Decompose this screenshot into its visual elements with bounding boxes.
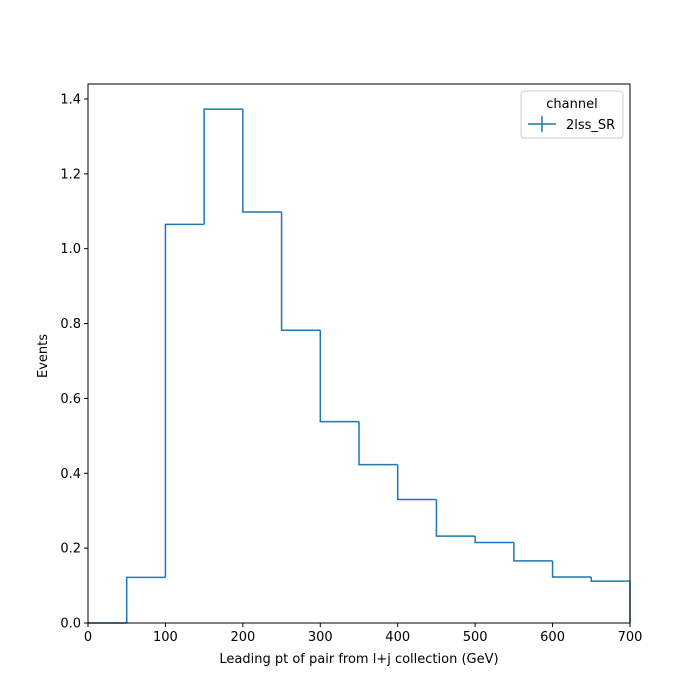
legend-box — [520, 90, 624, 139]
histogram-bin-4 — [242, 109, 282, 213]
x-tick-label: 400 — [385, 630, 410, 645]
histogram-bin-11 — [513, 542, 553, 562]
histogram-bin-2 — [164, 223, 205, 578]
plot-area: 0 100 200 300 400 500 600 700 0.0 0.2 0.4 0.6 0.8 1.0… — [60, 83, 643, 645]
y-tick-label: 0.6 — [60, 392, 81, 407]
y-tick-label: 1.4 — [60, 92, 81, 107]
x-tick-label: 300 — [308, 630, 333, 645]
x-tick-label: 700 — [618, 630, 643, 645]
y-tick-label: 1.2 — [60, 167, 81, 182]
y-axis-label: Events — [36, 334, 51, 378]
histogram-bin-6 — [319, 330, 359, 423]
legend: channel 2lss_SR — [520, 90, 624, 139]
y-tick-label: 0.8 — [60, 317, 81, 332]
histogram-bin-13 — [590, 576, 630, 582]
histogram-bin-12 — [551, 560, 592, 578]
histogram-bin-10 — [474, 536, 514, 544]
histogram-bin-9 — [435, 499, 476, 537]
x-tick-label: 500 — [463, 630, 488, 645]
x-tick-label: 100 — [153, 630, 178, 645]
legend-series-label: 2lss_SR — [566, 118, 615, 133]
histogram-bin-8 — [396, 464, 437, 501]
histogram-bin-5 — [280, 212, 321, 332]
y-tick-label: 0.4 — [60, 467, 81, 482]
legend-title: channel — [546, 97, 597, 112]
histogram-bin-1 — [125, 576, 166, 623]
histogram-bin-7 — [358, 421, 398, 466]
x-tick-label: 0 — [84, 630, 92, 645]
y-tick-label: 0.0 — [60, 617, 81, 632]
y-tick-label: 1.0 — [60, 242, 81, 257]
axes-frame — [87, 83, 631, 624]
x-tick-label: 600 — [540, 630, 565, 645]
x-tick-label: 200 — [230, 630, 255, 645]
y-tick-label: 0.2 — [60, 542, 81, 557]
histogram-bin-3 — [203, 108, 243, 225]
x-axis-label: Leading pt of pair from l+j collection (… — [219, 652, 498, 667]
